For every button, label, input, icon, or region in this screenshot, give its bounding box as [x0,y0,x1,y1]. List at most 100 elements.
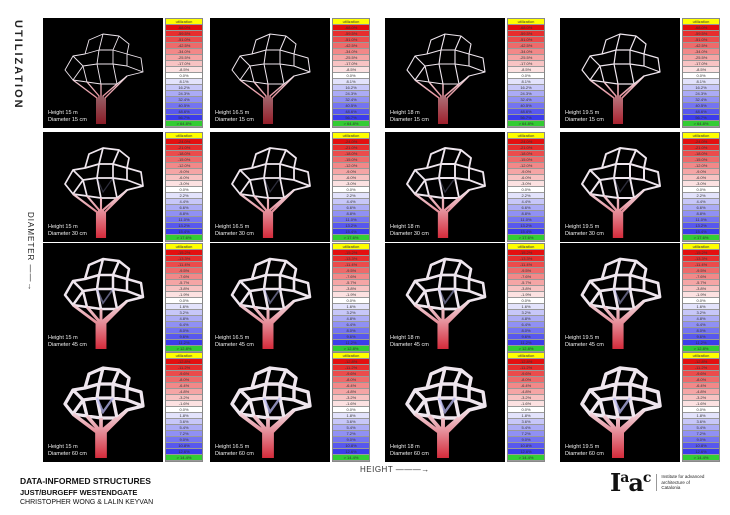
legend-entry: 5.4% [683,425,719,431]
legend-entry: -18.0% [333,151,369,157]
legend-entry: -11.2% [333,365,369,371]
legend-entry: -34.0% [508,49,544,55]
legend-entry: -12.0% [683,163,719,169]
panel-label: Height 16.5 m Diameter 45 cm [215,335,254,349]
legend-entry: 32.4% [166,97,202,103]
legend-entry: 10.8% [166,443,202,449]
legend-entry: 0.0% [508,73,544,79]
legend-entry: -12.8% [683,359,719,365]
legend-entry: 15.4% [683,229,719,235]
legend-entry: 3.2% [166,310,202,316]
utilization-legend: utilization -68.0% -59.5% -51.0% -42.5% -34.0… [682,18,720,128]
legend-entry: -9.0% [333,169,369,175]
legend-entry: -25.5% [508,55,544,61]
legend-entry: -21.0% [508,145,544,151]
legend-entry: -9.6% [166,371,202,377]
legend-entry: 0.0% [166,187,202,193]
utilization-legend: utilization -12.8% -11.2% -9.6% -8.0% -6.4% -4… [682,352,720,462]
legend-entry: -8.5% [508,67,544,73]
legend-entry: -59.5% [166,31,202,37]
diameter-value: Diameter 30 cm [215,231,254,237]
diameter-value: Diameter 60 cm [390,451,429,457]
legend-entry: -34.0% [166,49,202,55]
legend-entry: 9.6% [508,334,544,340]
legend-entry: 12.6% [333,449,369,455]
legend-entry: 7.2% [508,431,544,437]
legend-header: utilization [683,244,719,250]
legend-entry: -42.5% [508,43,544,49]
canopy-grid [581,33,661,85]
diameter-value: Diameter 45 cm [48,342,87,348]
height-value: Height 18 m [390,224,420,230]
tree-structure-render [64,147,144,238]
structure-panel: Height 19.5 m Diameter 45 cm [560,243,680,353]
legend-entry: -25.5% [333,55,369,61]
structure-panel: Height 19.5 m Diameter 30 cm [560,132,680,242]
legend-entry: -7.6% [166,274,202,280]
utilization-legend: utilization -15.2% -13.3% -11.4% -9.5% -7.6% -… [682,243,720,353]
legend-entry: 32.4% [333,97,369,103]
legend-entry: 7.2% [166,431,202,437]
tree-structure-render [581,33,661,124]
legend-entry: -3.2% [166,395,202,401]
panel-label: Height 18 m Diameter 15 cm [390,110,429,124]
legend-entry: 0.0% [333,73,369,79]
legend-entry: 6.4% [683,322,719,328]
diameter-value: Diameter 30 cm [390,231,429,237]
authors: CHRISTOPHER WONG & LALIN KEYVAN [20,499,154,506]
legend-entry: -9.0% [166,169,202,175]
legend-entry: -13.3% [683,256,719,262]
legend-entry: -7.6% [508,274,544,280]
legend-footer: > 17.6% [333,235,369,241]
legend-entry: -3.2% [508,395,544,401]
utilization-legend: utilization -24.0% -21.0% -18.0% -15.0% -12.0… [682,132,720,242]
trunk-branches [72,299,129,349]
legend-entry: 0.0% [683,298,719,304]
tree-structure-render [63,257,145,349]
iaac-logo: Iaac Institute for advanced architecture… [610,468,705,497]
legend-entry: -11.4% [683,262,719,268]
legend-footer: > 12.8% [508,346,544,352]
canopy-grid [64,33,144,85]
legend-entry: -8.0% [508,377,544,383]
tree-structure-render [580,257,662,349]
legend-entry: 1.6% [508,304,544,310]
panel-label: Height 19.5 m Diameter 60 cm [565,444,604,458]
trunk-branches [414,189,470,238]
trunk-branches [72,189,128,238]
legend-entry: 1.8% [508,413,544,419]
legend-entry: 24.3% [333,91,369,97]
legend-entry: -24.0% [166,139,202,145]
compression-members [263,177,281,194]
legend-entry: 24.3% [683,91,719,97]
legend-entry: -6.0% [333,175,369,181]
project-title: DATA-INFORMED STRUCTURES [20,476,151,486]
legend-entry: 4.4% [166,199,202,205]
legend-entry: -13.3% [166,256,202,262]
compression-members [613,177,631,194]
legend-entry: 8.8% [333,211,369,217]
legend-entry: 11.2% [166,340,202,346]
legend-entry: -15.2% [508,250,544,256]
height-value: Height 16.5 m [215,224,250,230]
legend-entry: -5.7% [333,280,369,286]
legend-entry: -1.6% [683,401,719,407]
height-value: Height 19.5 m [565,224,600,230]
legend-entry: 0.0% [508,407,544,413]
height-value: Height 15 m [48,110,78,116]
legend-entry: 0.0% [333,298,369,304]
legend-entry: -24.0% [508,139,544,145]
legend-entry: 6.6% [333,205,369,211]
structure-panel: Height 19.5 m Diameter 60 cm [560,352,680,462]
utilization-legend: utilization -24.0% -21.0% -18.0% -15.0% -12.0… [507,132,545,242]
legend-entry: 8.0% [333,328,369,334]
legend-footer: > 17.6% [683,235,719,241]
height-value: Height 15 m [48,224,78,230]
legend-entry: -15.2% [166,250,202,256]
structure-panel: Height 15 m Diameter 15 cm [43,18,163,128]
legend-entry: 10.8% [683,443,719,449]
panel-label: Height 16.5 m Diameter 60 cm [215,444,254,458]
panel-label: Height 18 m Diameter 30 cm [390,224,429,238]
legend-footer: > 64.8% [683,121,719,127]
legend-entry: -9.5% [683,268,719,274]
